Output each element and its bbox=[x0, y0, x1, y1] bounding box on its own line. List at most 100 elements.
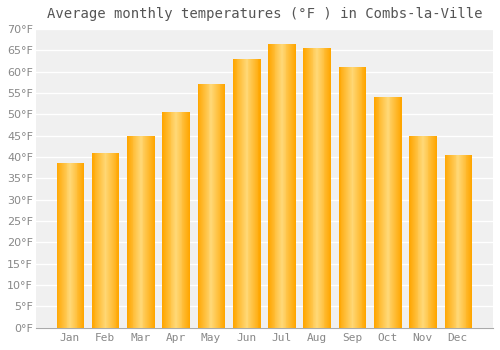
Bar bbox=[358, 68, 359, 328]
Bar bbox=[58, 163, 59, 328]
Bar bbox=[246, 59, 248, 328]
Bar bbox=[322, 48, 324, 328]
Bar bbox=[234, 59, 235, 328]
Bar bbox=[170, 112, 171, 328]
Bar bbox=[449, 155, 450, 328]
Bar bbox=[59, 163, 60, 328]
Bar bbox=[317, 48, 318, 328]
Bar bbox=[284, 44, 285, 328]
Bar bbox=[462, 155, 463, 328]
Bar bbox=[383, 97, 384, 328]
Bar bbox=[388, 97, 389, 328]
Bar bbox=[392, 97, 394, 328]
Bar bbox=[279, 44, 280, 328]
Bar bbox=[352, 68, 354, 328]
Bar bbox=[345, 68, 346, 328]
Bar bbox=[138, 136, 140, 328]
Bar bbox=[324, 48, 326, 328]
Bar bbox=[356, 68, 358, 328]
Bar bbox=[256, 59, 257, 328]
Bar bbox=[101, 153, 102, 328]
Bar bbox=[81, 163, 82, 328]
Bar bbox=[425, 136, 426, 328]
Bar bbox=[100, 153, 101, 328]
Bar bbox=[256, 59, 258, 328]
Bar bbox=[268, 44, 270, 328]
Bar bbox=[471, 155, 472, 328]
Bar bbox=[281, 44, 282, 328]
Bar bbox=[458, 155, 460, 328]
Bar bbox=[344, 68, 346, 328]
Bar bbox=[357, 68, 358, 328]
Bar bbox=[258, 59, 260, 328]
Bar bbox=[112, 153, 113, 328]
Bar bbox=[307, 48, 308, 328]
Bar bbox=[374, 97, 400, 328]
Bar bbox=[468, 155, 469, 328]
Bar bbox=[142, 136, 143, 328]
Bar bbox=[350, 68, 352, 328]
Bar bbox=[375, 97, 376, 328]
Bar bbox=[416, 136, 417, 328]
Bar bbox=[311, 48, 312, 328]
Bar bbox=[62, 163, 63, 328]
Bar bbox=[378, 97, 379, 328]
Bar bbox=[220, 84, 222, 328]
Bar bbox=[454, 155, 456, 328]
Bar bbox=[139, 136, 140, 328]
Bar bbox=[114, 153, 116, 328]
Bar bbox=[60, 163, 62, 328]
Bar bbox=[450, 155, 452, 328]
Bar bbox=[461, 155, 462, 328]
Bar bbox=[132, 136, 133, 328]
Bar bbox=[365, 68, 366, 328]
Bar bbox=[354, 68, 356, 328]
Bar bbox=[385, 97, 386, 328]
Bar bbox=[205, 84, 206, 328]
Bar bbox=[278, 44, 280, 328]
Bar bbox=[397, 97, 398, 328]
Bar bbox=[410, 136, 436, 328]
Bar bbox=[129, 136, 130, 328]
Bar bbox=[223, 84, 224, 328]
Bar bbox=[374, 97, 376, 328]
Bar bbox=[280, 44, 281, 328]
Bar bbox=[294, 44, 295, 328]
Bar bbox=[168, 112, 169, 328]
Bar bbox=[136, 136, 138, 328]
Bar bbox=[208, 84, 209, 328]
Bar bbox=[340, 68, 342, 328]
Bar bbox=[242, 59, 244, 328]
Bar bbox=[98, 153, 100, 328]
Bar bbox=[432, 136, 434, 328]
Bar bbox=[212, 84, 214, 328]
Bar bbox=[382, 97, 384, 328]
Bar bbox=[413, 136, 414, 328]
Bar bbox=[360, 68, 362, 328]
Bar bbox=[106, 153, 108, 328]
Bar bbox=[162, 112, 164, 328]
Bar bbox=[102, 153, 104, 328]
Bar bbox=[390, 97, 392, 328]
Bar bbox=[420, 136, 422, 328]
Bar bbox=[64, 163, 66, 328]
Bar bbox=[282, 44, 283, 328]
Bar bbox=[470, 155, 472, 328]
Bar bbox=[203, 84, 204, 328]
Bar bbox=[421, 136, 422, 328]
Bar bbox=[66, 163, 67, 328]
Bar bbox=[338, 68, 365, 328]
Bar bbox=[149, 136, 150, 328]
Bar bbox=[180, 112, 181, 328]
Bar bbox=[179, 112, 180, 328]
Bar bbox=[236, 59, 237, 328]
Bar bbox=[347, 68, 348, 328]
Bar bbox=[177, 112, 178, 328]
Bar bbox=[241, 59, 242, 328]
Bar bbox=[293, 44, 294, 328]
Bar bbox=[189, 112, 190, 328]
Bar bbox=[355, 68, 356, 328]
Bar bbox=[148, 136, 150, 328]
Bar bbox=[328, 48, 330, 328]
Bar bbox=[416, 136, 418, 328]
